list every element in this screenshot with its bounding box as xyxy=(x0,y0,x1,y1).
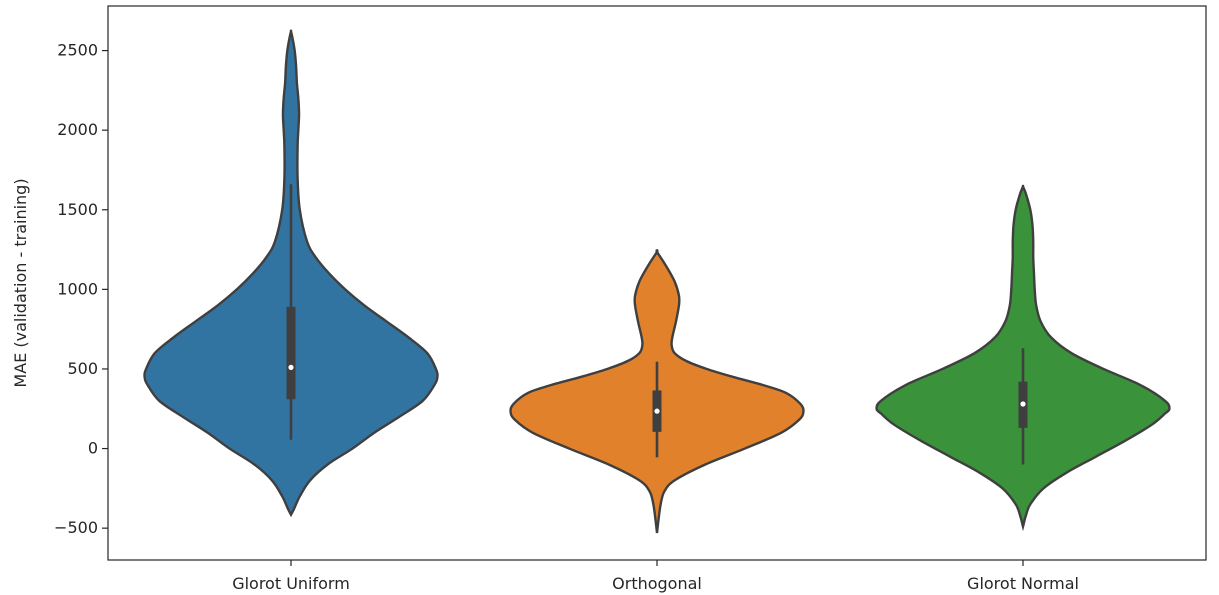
y-axis-label: MAE (validation - training) xyxy=(11,178,30,387)
y-tick-label: 0 xyxy=(88,439,98,458)
plot-frame xyxy=(107,5,1207,561)
median-dot xyxy=(1020,401,1026,407)
violins-layer xyxy=(143,29,1171,534)
x-axis: Glorot Uniform Orthogonal Glorot Normal xyxy=(232,560,1079,593)
y-tick-label: 1500 xyxy=(57,200,98,219)
y-tick-label: −500 xyxy=(54,518,98,537)
x-tick-label: Orthogonal xyxy=(612,574,702,593)
y-tick-label: 500 xyxy=(67,359,98,378)
median-dot xyxy=(288,364,294,370)
y-axis: −500 0 500 1000 1500 2000 2500 xyxy=(54,41,108,537)
y-tick-label: 1000 xyxy=(57,279,98,298)
iqr-box xyxy=(286,306,296,400)
x-tick-label: Glorot Uniform xyxy=(232,574,350,593)
x-tick-label: Glorot Normal xyxy=(967,574,1079,593)
y-tick-label: 2500 xyxy=(57,41,98,60)
y-tick-label: 2000 xyxy=(57,120,98,139)
median-dot xyxy=(654,408,660,414)
